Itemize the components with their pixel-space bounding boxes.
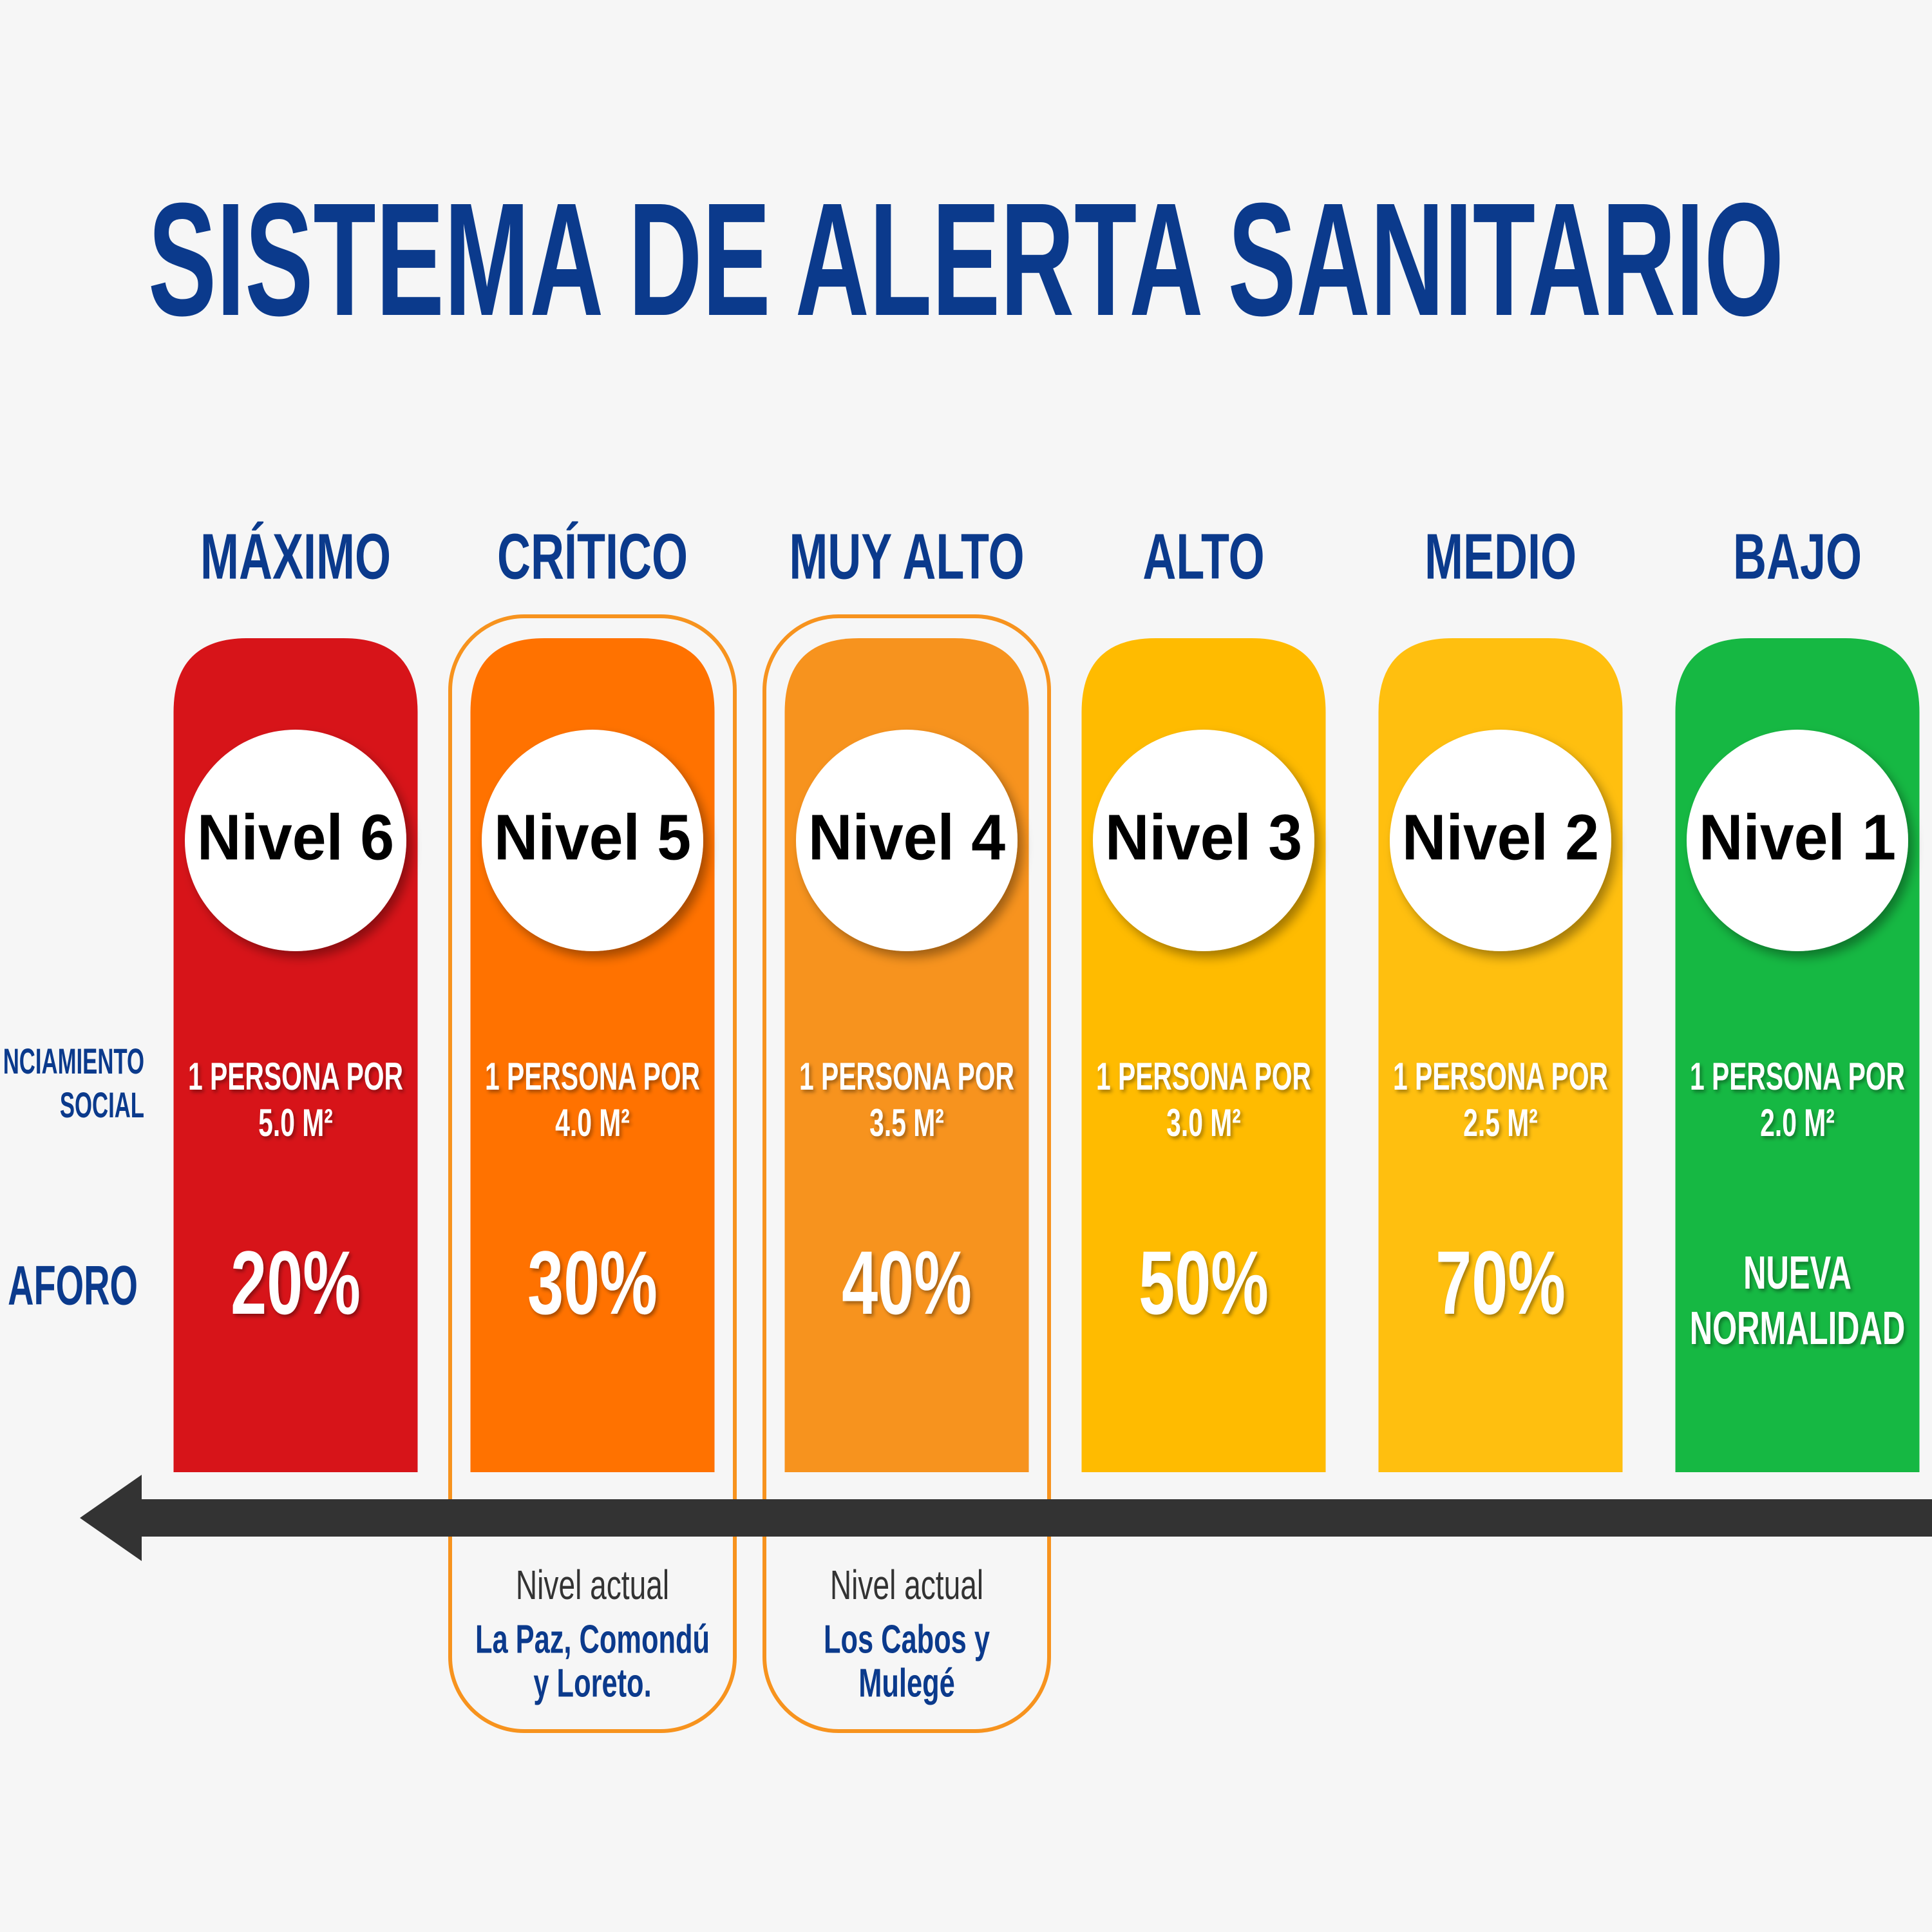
level-badge	[1093, 730, 1314, 951]
distance-text: 1 PERSONA POR	[1690, 1055, 1905, 1098]
capacity-text: 30%	[527, 1232, 658, 1333]
distance-text: 4.0 M²	[555, 1101, 630, 1144]
row-label: SOCIAL	[60, 1084, 144, 1125]
capacity-text: 20%	[231, 1232, 361, 1333]
distance-text: 1 PERSONA POR	[1393, 1055, 1608, 1098]
current-outline	[448, 614, 737, 1733]
level-badge	[1390, 730, 1611, 951]
level-name: ALTO	[1142, 520, 1264, 592]
row-label: AFORO	[8, 1255, 138, 1317]
level-name: MEDIO	[1425, 520, 1577, 592]
current-places: y Loreto.	[533, 1661, 651, 1705]
level-label: Nivel 5	[494, 801, 691, 873]
capacity-text: 70%	[1435, 1232, 1566, 1333]
current-places: Los Cabos y	[824, 1617, 990, 1662]
row-label: NCIAMIENTO	[3, 1041, 144, 1081]
distance-text: 2.5 M²	[1463, 1101, 1538, 1144]
distance-text: 5.0 M²	[258, 1101, 333, 1144]
current-places: La Paz, Comondú	[475, 1617, 710, 1662]
distance-text: 1 PERSONA POR	[485, 1055, 700, 1098]
level-name: BAJO	[1733, 520, 1862, 592]
capacity-text: NUEVA	[1743, 1247, 1852, 1299]
distance-text: 3.0 M²	[1166, 1101, 1241, 1144]
level-name: MÁXIMO	[200, 520, 391, 592]
level-badge	[185, 730, 406, 951]
level-name: CRÍTICO	[497, 520, 688, 592]
level-name: MUY ALTO	[789, 520, 1024, 592]
level-badge	[1687, 730, 1908, 951]
current-outline	[762, 614, 1051, 1733]
distance-text: 1 PERSONA POR	[188, 1055, 403, 1098]
arrow	[80, 1475, 1932, 1561]
current-heading: Nivel actual	[516, 1562, 669, 1608]
distance-text: 1 PERSONA POR	[799, 1055, 1014, 1098]
distance-text: 3.5 M²	[869, 1101, 944, 1144]
level-badge	[482, 730, 703, 951]
title: SISTEMA DE ALERTA SANITARIO	[148, 169, 1784, 349]
level-label: Nivel 4	[808, 801, 1006, 873]
distance-text: 1 PERSONA POR	[1096, 1055, 1311, 1098]
distance-text: 2.0 M²	[1760, 1101, 1835, 1144]
capacity-text: 50%	[1139, 1232, 1269, 1333]
level-label: Nivel 3	[1105, 801, 1302, 873]
level-badge	[796, 730, 1018, 951]
level-label: Nivel 2	[1402, 801, 1599, 873]
capacity-text: NORMALIDAD	[1690, 1303, 1906, 1354]
level-label: Nivel 6	[197, 801, 394, 873]
current-places: Mulegé	[858, 1661, 955, 1705]
level-label: Nivel 1	[1699, 801, 1896, 873]
current-heading: Nivel actual	[830, 1562, 983, 1608]
capacity-text: 40%	[842, 1232, 972, 1333]
